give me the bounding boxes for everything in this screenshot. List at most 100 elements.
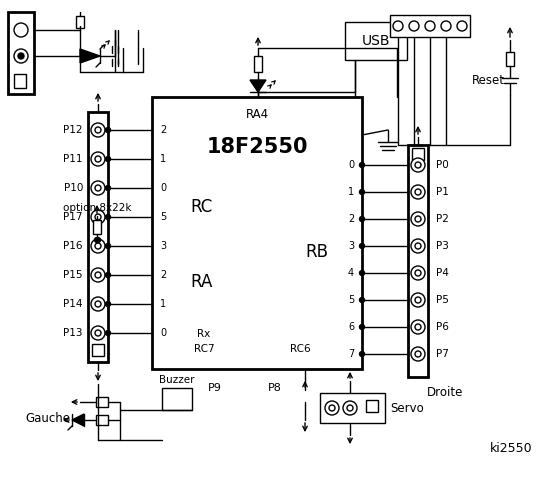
Circle shape bbox=[359, 351, 364, 357]
Bar bbox=[254, 56, 262, 72]
Bar bbox=[345, 22, 407, 60]
Circle shape bbox=[91, 268, 105, 282]
Circle shape bbox=[411, 185, 425, 199]
Text: 7: 7 bbox=[348, 349, 354, 359]
Circle shape bbox=[411, 266, 425, 280]
Text: P6: P6 bbox=[436, 322, 449, 332]
Text: P0: P0 bbox=[436, 160, 448, 170]
Circle shape bbox=[18, 53, 24, 59]
Circle shape bbox=[95, 185, 101, 191]
Text: P11: P11 bbox=[64, 154, 83, 164]
Circle shape bbox=[91, 123, 105, 137]
Text: P14: P14 bbox=[64, 299, 83, 309]
Text: P4: P4 bbox=[436, 268, 449, 278]
Text: P5: P5 bbox=[436, 295, 449, 305]
Text: P16: P16 bbox=[64, 241, 83, 251]
Text: P8: P8 bbox=[268, 383, 282, 393]
Text: RA: RA bbox=[191, 273, 213, 291]
Text: 5: 5 bbox=[348, 295, 354, 305]
Circle shape bbox=[106, 243, 111, 249]
Circle shape bbox=[106, 128, 111, 132]
Circle shape bbox=[95, 238, 100, 242]
Text: RB: RB bbox=[305, 243, 328, 261]
Text: 5: 5 bbox=[160, 212, 166, 222]
Text: 2: 2 bbox=[348, 214, 354, 224]
Bar bbox=[408, 145, 428, 377]
Text: 0: 0 bbox=[348, 160, 354, 170]
Text: P1: P1 bbox=[436, 187, 449, 197]
Bar bbox=[96, 415, 108, 425]
Circle shape bbox=[415, 324, 421, 330]
Bar bbox=[8, 12, 34, 94]
Polygon shape bbox=[72, 414, 84, 426]
Circle shape bbox=[409, 21, 419, 31]
Text: option 8x22k: option 8x22k bbox=[62, 203, 131, 213]
Text: P9: P9 bbox=[208, 383, 222, 393]
Circle shape bbox=[359, 298, 364, 302]
Text: Droite: Droite bbox=[427, 386, 463, 399]
Bar bbox=[76, 16, 84, 28]
Text: RC7: RC7 bbox=[194, 344, 215, 354]
Text: P3: P3 bbox=[436, 241, 449, 251]
Circle shape bbox=[347, 405, 353, 411]
Circle shape bbox=[91, 297, 105, 311]
Circle shape bbox=[329, 405, 335, 411]
Circle shape bbox=[95, 330, 101, 336]
Circle shape bbox=[106, 156, 111, 161]
Text: Rx: Rx bbox=[197, 329, 211, 339]
Text: Gauche: Gauche bbox=[25, 411, 70, 424]
Text: 3: 3 bbox=[348, 241, 354, 251]
Circle shape bbox=[91, 181, 105, 195]
Circle shape bbox=[14, 23, 28, 37]
Bar bbox=[162, 388, 192, 410]
Text: P13: P13 bbox=[64, 328, 83, 338]
Text: 1: 1 bbox=[160, 154, 166, 164]
Text: 4: 4 bbox=[348, 268, 354, 278]
Circle shape bbox=[91, 210, 105, 224]
Text: 0: 0 bbox=[160, 328, 166, 338]
Circle shape bbox=[343, 401, 357, 415]
Circle shape bbox=[95, 243, 101, 249]
Circle shape bbox=[91, 326, 105, 340]
Bar bbox=[152, 97, 362, 369]
Polygon shape bbox=[80, 49, 100, 63]
Text: P7: P7 bbox=[436, 349, 449, 359]
Text: P2: P2 bbox=[436, 214, 449, 224]
Bar bbox=[14, 74, 26, 88]
Text: 1: 1 bbox=[160, 299, 166, 309]
Circle shape bbox=[91, 239, 105, 253]
Circle shape bbox=[106, 273, 111, 277]
Text: 3: 3 bbox=[160, 241, 166, 251]
Circle shape bbox=[359, 243, 364, 249]
Bar bbox=[320, 393, 385, 423]
Circle shape bbox=[457, 21, 467, 31]
Circle shape bbox=[14, 49, 28, 63]
Bar bbox=[366, 400, 378, 412]
Circle shape bbox=[415, 216, 421, 222]
Circle shape bbox=[95, 127, 101, 133]
Circle shape bbox=[441, 21, 451, 31]
Bar bbox=[96, 397, 108, 407]
Circle shape bbox=[359, 271, 364, 276]
Bar bbox=[390, 15, 470, 37]
Bar bbox=[92, 344, 104, 356]
Text: 18F2550: 18F2550 bbox=[206, 137, 308, 157]
Bar bbox=[412, 148, 424, 160]
Circle shape bbox=[95, 272, 101, 278]
Circle shape bbox=[95, 156, 101, 162]
Circle shape bbox=[95, 301, 101, 307]
Circle shape bbox=[415, 270, 421, 276]
Text: RC6: RC6 bbox=[290, 344, 310, 354]
Text: Servo: Servo bbox=[390, 401, 424, 415]
Text: RC: RC bbox=[191, 198, 213, 216]
Text: RA4: RA4 bbox=[246, 108, 269, 121]
Text: 1: 1 bbox=[348, 187, 354, 197]
Circle shape bbox=[106, 185, 111, 191]
Bar bbox=[93, 220, 101, 234]
Text: P17: P17 bbox=[64, 212, 83, 222]
Text: P15: P15 bbox=[64, 270, 83, 280]
Text: P10: P10 bbox=[64, 183, 83, 193]
Circle shape bbox=[411, 320, 425, 334]
Circle shape bbox=[411, 347, 425, 361]
Circle shape bbox=[411, 293, 425, 307]
